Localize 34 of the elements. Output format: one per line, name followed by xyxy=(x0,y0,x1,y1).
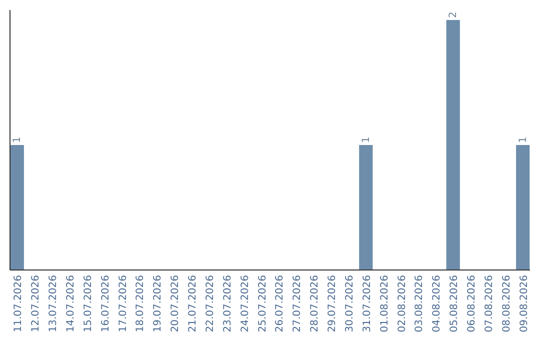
data-label: 1 xyxy=(12,136,24,143)
x-tick-label: 20.07.2026 xyxy=(170,275,182,332)
x-tick-label: 02.08.2026 xyxy=(396,275,408,332)
data-label: 2 xyxy=(448,12,460,18)
x-tick-label: 08.08.2026 xyxy=(501,275,512,332)
x-tick-label: 05.08.2026 xyxy=(449,275,460,332)
x-tick-label: 23.07.2026 xyxy=(222,275,234,332)
x-tick-label: 22.07.2026 xyxy=(204,275,216,332)
data-label: 1 xyxy=(518,136,529,143)
x-tick-label: 28.07.2026 xyxy=(310,275,321,332)
x-tick-label: 26.07.2026 xyxy=(274,275,286,332)
x-tick-label: 25.07.2026 xyxy=(257,275,268,332)
x-tick-label: 30.07.2026 xyxy=(344,275,356,332)
x-tick-label: 14.07.2026 xyxy=(65,275,76,332)
x-tick-label: 03.08.2026 xyxy=(414,275,426,332)
x-tick-label: 21.07.2026 xyxy=(188,275,199,332)
x-tick-label: 17.07.2026 xyxy=(118,275,129,332)
x-tick-label: 16.07.2026 xyxy=(100,275,112,332)
x-tick-label: 01.08.2026 xyxy=(379,275,390,332)
x-tick-label: 07.08.2026 xyxy=(484,275,495,332)
x-tick-label: 13.07.2026 xyxy=(48,275,60,332)
x-tick-label: 19.07.2026 xyxy=(152,275,164,332)
x-tick-label: 12.07.2026 xyxy=(30,275,42,332)
x-tick-label: 11.07.2026 xyxy=(13,275,24,332)
data-label: 1 xyxy=(360,136,372,143)
x-tick-label: 29.07.2026 xyxy=(327,275,338,332)
x-tick-label: 27.07.2026 xyxy=(292,275,304,332)
x-tick-label: 24.07.2026 xyxy=(240,275,251,332)
x-tick-label: 09.08.2026 xyxy=(518,275,530,332)
x-tick-label: 18.07.2026 xyxy=(135,275,146,332)
x-tick-label: 15.07.2026 xyxy=(82,275,94,332)
x-tick-label: 31.07.2026 xyxy=(362,275,373,332)
x-tick-label: 04.08.2026 xyxy=(432,275,443,332)
x-tick-label: 06.08.2026 xyxy=(466,275,478,332)
